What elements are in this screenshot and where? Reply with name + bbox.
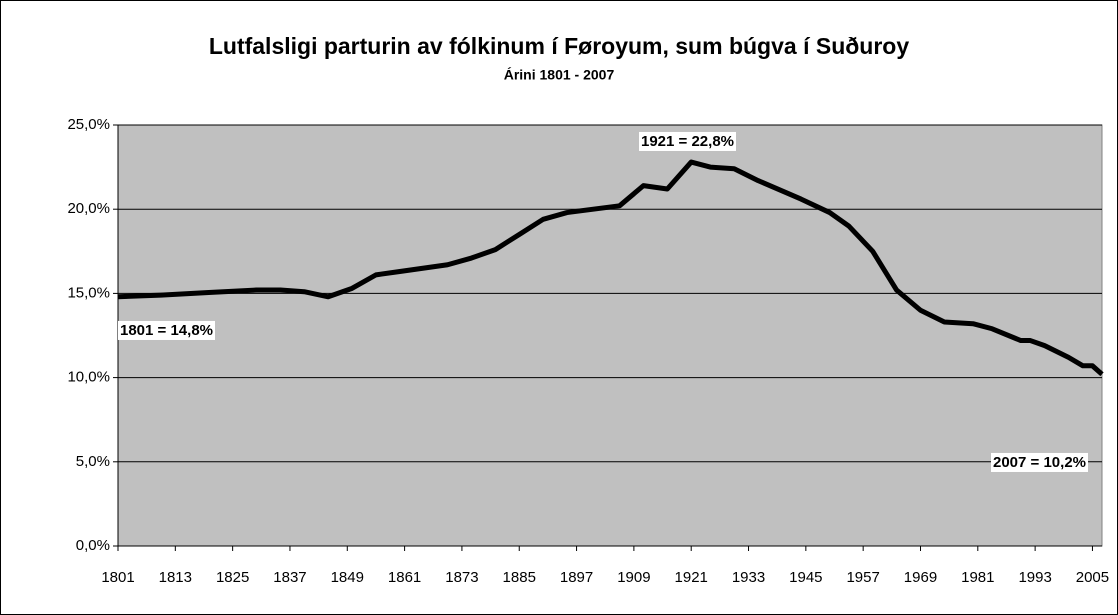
- x-tick-label: 1801: [101, 569, 134, 586]
- annotation: 2007 = 10,2%: [993, 454, 1086, 471]
- annotation: 1801 = 14,8%: [120, 322, 213, 339]
- x-tick-label: 1933: [732, 569, 765, 586]
- data-line: [117, 159, 1104, 377]
- x-tick-label: 1873: [445, 569, 478, 586]
- x-tick-label: 2005: [1076, 569, 1109, 586]
- annotation-box: [639, 131, 736, 151]
- x-tick-label: 1897: [560, 569, 593, 586]
- annotation-box: [991, 452, 1088, 472]
- y-tick-label: 25,0%: [67, 116, 110, 133]
- annotation: 1921 = 22,8%: [641, 133, 734, 150]
- x-tick-label: 1849: [331, 569, 364, 586]
- x-tick-label: 1993: [1018, 569, 1051, 586]
- x-tick-label: 1837: [273, 569, 306, 586]
- x-tick-label: 1921: [675, 569, 708, 586]
- chart-title: Lutfalsligi parturin av fólkinum í Føroy…: [209, 33, 909, 59]
- y-tick-label: 10,0%: [67, 369, 110, 386]
- x-tick-label: 1909: [617, 569, 650, 586]
- x-tick-label: 1861: [388, 569, 421, 586]
- chart-subtitle: Árini 1801 - 2007: [504, 67, 615, 83]
- x-tick-label: 1825: [216, 569, 249, 586]
- plot-background: [117, 124, 1103, 547]
- x-tick-label: 1957: [846, 569, 879, 586]
- x-tick-label: 1969: [904, 569, 937, 586]
- y-tick-label: 15,0%: [67, 284, 110, 301]
- y-tick-label: 20,0%: [67, 200, 110, 217]
- x-tick-label: 1813: [159, 569, 192, 586]
- x-tick-label: 1945: [789, 569, 822, 586]
- annotation-box: [118, 320, 215, 340]
- y-tick-label: 5,0%: [76, 453, 110, 470]
- x-tick-label: 1885: [503, 569, 536, 586]
- x-tick-label: 1981: [961, 569, 994, 586]
- y-tick-label: 0,0%: [76, 537, 110, 554]
